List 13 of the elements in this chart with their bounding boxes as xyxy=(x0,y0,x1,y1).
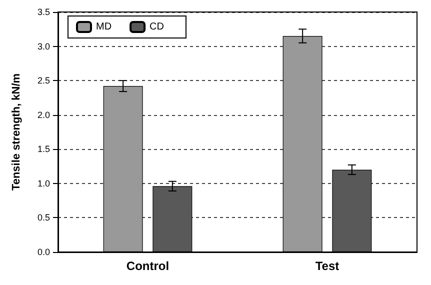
y-tick-label: 1.5 xyxy=(37,144,50,154)
legend-label: MD xyxy=(96,22,112,32)
x-tick-label: Test xyxy=(315,259,340,273)
y-tick-label: 1.0 xyxy=(37,178,50,188)
y-tick-label: 3.0 xyxy=(37,41,50,52)
y-tick-label: 2.5 xyxy=(37,76,50,86)
y-tick-label: 0.5 xyxy=(37,212,50,223)
y-axis-title: Tensile strength, kN/m xyxy=(10,73,22,191)
x-tick-label: Control xyxy=(126,259,170,273)
y-tick-label: 0.0 xyxy=(37,247,50,257)
legend-label: CD xyxy=(150,22,164,32)
y-tick-label: 3.5 xyxy=(37,7,50,17)
y-tick-label: 2.0 xyxy=(37,110,50,120)
